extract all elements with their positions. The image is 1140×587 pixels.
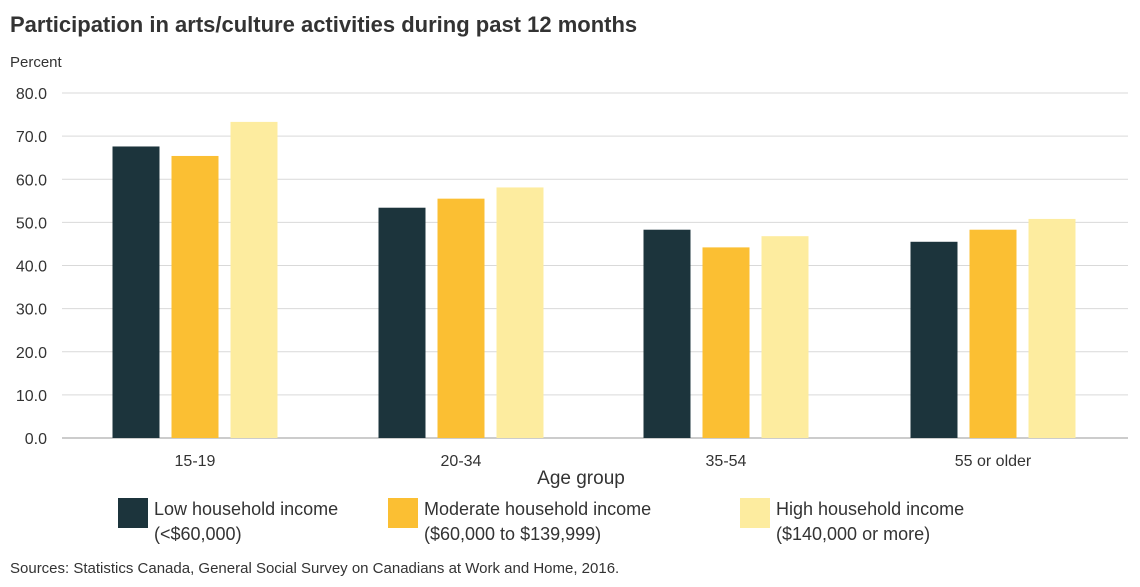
y-tick-label: 50.0 [16,215,47,232]
bar-low-15-19 [112,146,160,438]
bar-high-15-19 [230,121,278,439]
y-tick-label: 60.0 [16,172,47,189]
chart-title: Participation in arts/culture activities… [10,12,638,37]
legend-text-high: High household income ($140,000 or more) [776,497,964,547]
legend-label-line1: Low household income [154,499,339,519]
bar-moderate-15-19 [171,155,219,438]
bar-high-20-34 [496,187,544,438]
legend-label-line2: (<$60,000) [154,524,242,544]
x-tick-label: 15-19 [175,453,216,470]
y-axis-ticks: 0.0 10.0 20.0 30.0 40.0 50.0 60.0 70.0 80.0 [16,86,47,448]
source-note: Sources: Statistics Canada, General Soci… [10,560,620,577]
bar-low-35-54 [643,229,691,438]
bar-high-35-54 [761,236,809,438]
y-tick-label: 10.0 [16,388,47,405]
y-tick-label: 40.0 [16,259,47,276]
y-axis-label: Percent [10,54,63,71]
legend-label-line1: Moderate household income [424,499,652,519]
legend-label-line2: ($140,000 or more) [776,524,931,544]
x-tick-label: 55 or older [955,453,1032,470]
legend-item-high-income: High household income ($140,000 or more) [740,497,964,547]
bar-moderate-55-or-older [969,229,1017,438]
bar-moderate-35-54 [702,247,750,438]
legend-item-moderate-income: Moderate household income ($60,000 to $1… [388,497,651,547]
legend-swatch-low [118,498,148,528]
legend-text-moderate: Moderate household income ($60,000 to $1… [424,497,651,547]
legend-text-low: Low household income (<$60,000) [154,497,338,547]
x-axis-label: Age group [537,468,625,489]
legend-item-low-income: Low household income (<$60,000) [118,497,338,547]
y-tick-label: 0.0 [25,431,47,448]
bar-chart: Percent 0.0 10.0 20.0 30.0 40.0 50.0 60.0 70.0 8… [10,54,1128,489]
bar-moderate-20-34 [437,198,485,438]
y-tick-label: 30.0 [16,302,47,319]
x-tick-label: 35-54 [706,453,747,470]
y-tick-label: 20.0 [16,345,47,362]
y-tick-label: 80.0 [16,86,47,103]
gridlines [62,92,1128,439]
x-tick-label: 20-34 [441,453,482,470]
legend-swatch-moderate [388,498,418,528]
bars [112,121,1076,439]
legend-label-line1: High household income [776,499,965,519]
bar-low-55-or-older [910,241,958,438]
bar-high-55-or-older [1028,218,1076,438]
y-tick-label: 70.0 [16,129,47,146]
bar-low-20-34 [378,207,426,438]
x-axis-ticks: 15-19 20-34 35-54 55 or older [175,453,1032,470]
legend-swatch-high [740,498,770,528]
legend-label-line2: ($60,000 to $139,999) [424,524,602,544]
